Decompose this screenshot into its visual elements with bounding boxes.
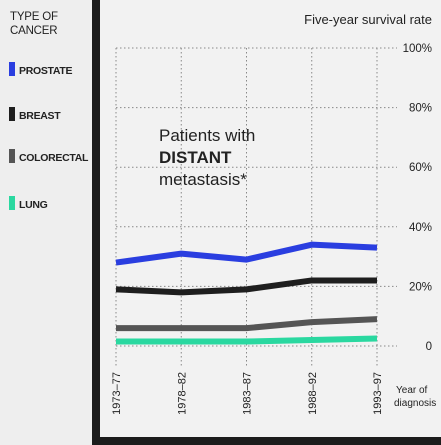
x-axis-title-line-2: diagnosis [394, 398, 436, 409]
legend-title-line-2: CANCER [10, 25, 57, 37]
y-axis: 0 20% 40% 60% 80% 100% [116, 43, 432, 353]
legend-label: COLORECTAL [19, 152, 89, 164]
legend-swatch [9, 62, 15, 76]
legend-divider [92, 0, 100, 445]
y-tick-label: 0 [426, 341, 432, 353]
series-line [116, 335, 378, 345]
legend-panel [0, 0, 92, 445]
x-tick-label: 1993–97 [372, 372, 384, 415]
y-tick-label: 80% [409, 103, 432, 115]
legend-label: PROSTATE [19, 65, 73, 77]
series-line [116, 316, 378, 332]
series-line [115, 241, 378, 266]
y-tick-label: 60% [409, 162, 432, 174]
grid [115, 48, 378, 366]
series-lines [115, 241, 378, 345]
annotation-line-1: Patients with [159, 126, 255, 145]
chart-title: Five-year survival rate [304, 12, 432, 27]
x-tick-label: 1973–77 [111, 372, 123, 415]
y-tick-label: 100% [403, 43, 432, 55]
bottom-border [100, 437, 441, 445]
y-tick-label: 40% [409, 222, 432, 234]
x-tick-label: 1978–82 [176, 372, 188, 415]
legend-title-line-1: TYPE OF [10, 11, 58, 23]
legend-swatch [9, 196, 15, 210]
legend: PROSTATE BREAST COLORECTAL LUNG [9, 62, 89, 211]
x-tick-label: 1983–87 [242, 372, 254, 415]
series-line [115, 277, 377, 296]
legend-label: LUNG [19, 199, 48, 211]
annotation-line-3: metastasis* [159, 170, 247, 189]
y-tick-label: 20% [409, 281, 432, 293]
annotation-line-2: DISTANT [159, 148, 232, 167]
legend-swatch [9, 149, 15, 163]
legend-swatch [9, 107, 15, 121]
x-tick-label: 1988–92 [307, 372, 319, 415]
x-axis-title-line-1: Year of [396, 385, 428, 396]
legend-label: BREAST [19, 110, 61, 122]
x-axis: 1973–77 1978–82 1983–87 1988–92 1993–97 [111, 372, 384, 415]
